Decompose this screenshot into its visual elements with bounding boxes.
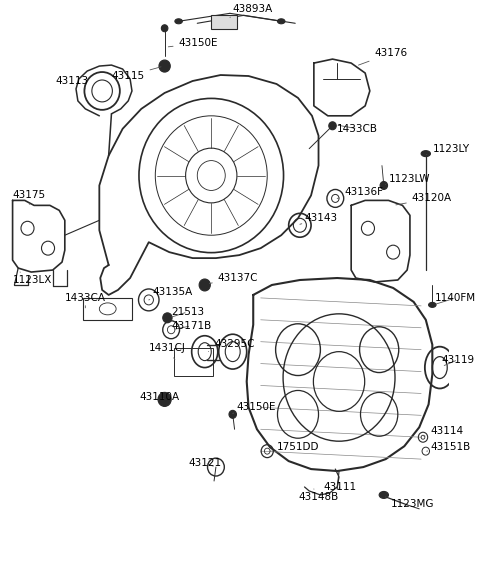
Text: 43176: 43176: [359, 48, 408, 65]
Ellipse shape: [421, 151, 431, 157]
Ellipse shape: [199, 279, 210, 291]
Text: 1123LW: 1123LW: [386, 174, 430, 184]
Text: 43148B: 43148B: [298, 489, 338, 502]
Text: 43113: 43113: [56, 76, 89, 89]
Text: 43143: 43143: [300, 214, 337, 224]
Text: 43151B: 43151B: [427, 442, 471, 452]
Text: 43115: 43115: [111, 67, 161, 81]
Text: 1123MG: 1123MG: [386, 497, 435, 509]
Text: 1751DD: 1751DD: [271, 442, 319, 452]
Text: 43175: 43175: [12, 191, 46, 205]
Text: 43111: 43111: [323, 482, 356, 492]
Text: 1123LY: 1123LY: [427, 144, 469, 155]
Text: 43110A: 43110A: [139, 392, 180, 402]
Bar: [84, 298, 132, 320]
Text: 43171B: 43171B: [171, 321, 211, 331]
Text: 43120A: 43120A: [396, 193, 452, 205]
Ellipse shape: [379, 491, 388, 498]
Text: 43137C: 43137C: [209, 273, 258, 283]
Ellipse shape: [380, 182, 387, 189]
Ellipse shape: [229, 410, 237, 418]
Ellipse shape: [158, 392, 171, 406]
Bar: [174, 348, 213, 375]
Text: 43135A: 43135A: [149, 287, 193, 300]
Text: 43150E: 43150E: [168, 38, 218, 48]
Ellipse shape: [159, 60, 170, 72]
Ellipse shape: [429, 302, 436, 307]
Text: 1433CB: 1433CB: [337, 124, 378, 134]
Text: 1123LX: 1123LX: [12, 272, 52, 285]
Text: 43150E: 43150E: [233, 402, 276, 413]
Text: 43295C: 43295C: [208, 339, 254, 352]
Text: 43114: 43114: [424, 426, 464, 436]
Text: 43136F: 43136F: [337, 188, 384, 198]
Text: 43119: 43119: [442, 355, 475, 365]
Text: 21513: 21513: [171, 307, 204, 317]
Ellipse shape: [329, 122, 336, 130]
Bar: [211, 15, 238, 29]
Ellipse shape: [277, 19, 285, 24]
Text: 43121: 43121: [188, 458, 221, 468]
Ellipse shape: [163, 313, 172, 323]
Text: 1433CA: 1433CA: [65, 293, 106, 308]
Text: 1140FM: 1140FM: [435, 293, 476, 304]
Ellipse shape: [161, 25, 168, 31]
Ellipse shape: [175, 19, 182, 24]
Text: 1431CJ: 1431CJ: [149, 343, 186, 360]
Text: 43893A: 43893A: [230, 4, 273, 17]
